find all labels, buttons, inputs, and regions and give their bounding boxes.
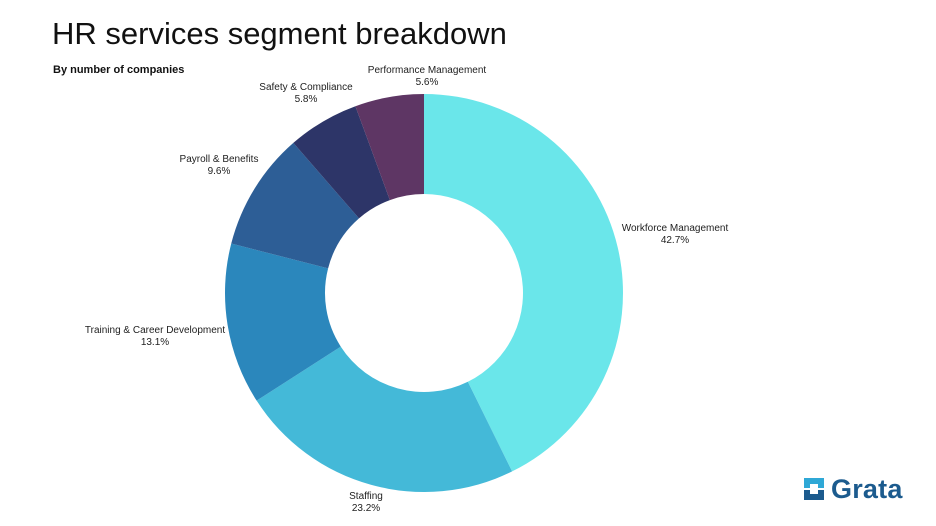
slice-safety-compliance <box>293 106 390 219</box>
chart-title: HR services segment breakdown <box>52 16 507 51</box>
slice-label: Staffing <box>349 491 383 502</box>
slice-value-label: 5.8% <box>295 94 318 105</box>
grata-logo-icon <box>804 478 824 500</box>
slice-label: Training & Career Development <box>85 325 225 336</box>
slice-label: Safety & Compliance <box>259 82 353 93</box>
slice-payroll-benefits <box>231 142 359 269</box>
slice-value-label: 42.7% <box>661 235 689 246</box>
slice-label: Performance Management <box>368 65 487 76</box>
grata-logo-text: Grata <box>831 473 903 504</box>
slice-value-label: 13.1% <box>141 337 169 348</box>
slice-value-label: 9.6% <box>208 166 231 177</box>
slice-performance-management <box>355 94 424 201</box>
slice-label: Workforce Management <box>622 223 729 234</box>
slice-workforce-management <box>424 94 623 472</box>
slice-staffing <box>256 346 513 492</box>
grata-logo: Grata <box>802 474 903 504</box>
slice-training-career-development <box>225 243 341 401</box>
slice-label: Payroll & Benefits <box>180 154 259 165</box>
slice-value-label: 23.2% <box>352 503 380 514</box>
chart-subtitle: By number of companies <box>53 64 185 76</box>
slice-value-label: 5.6% <box>416 77 439 88</box>
